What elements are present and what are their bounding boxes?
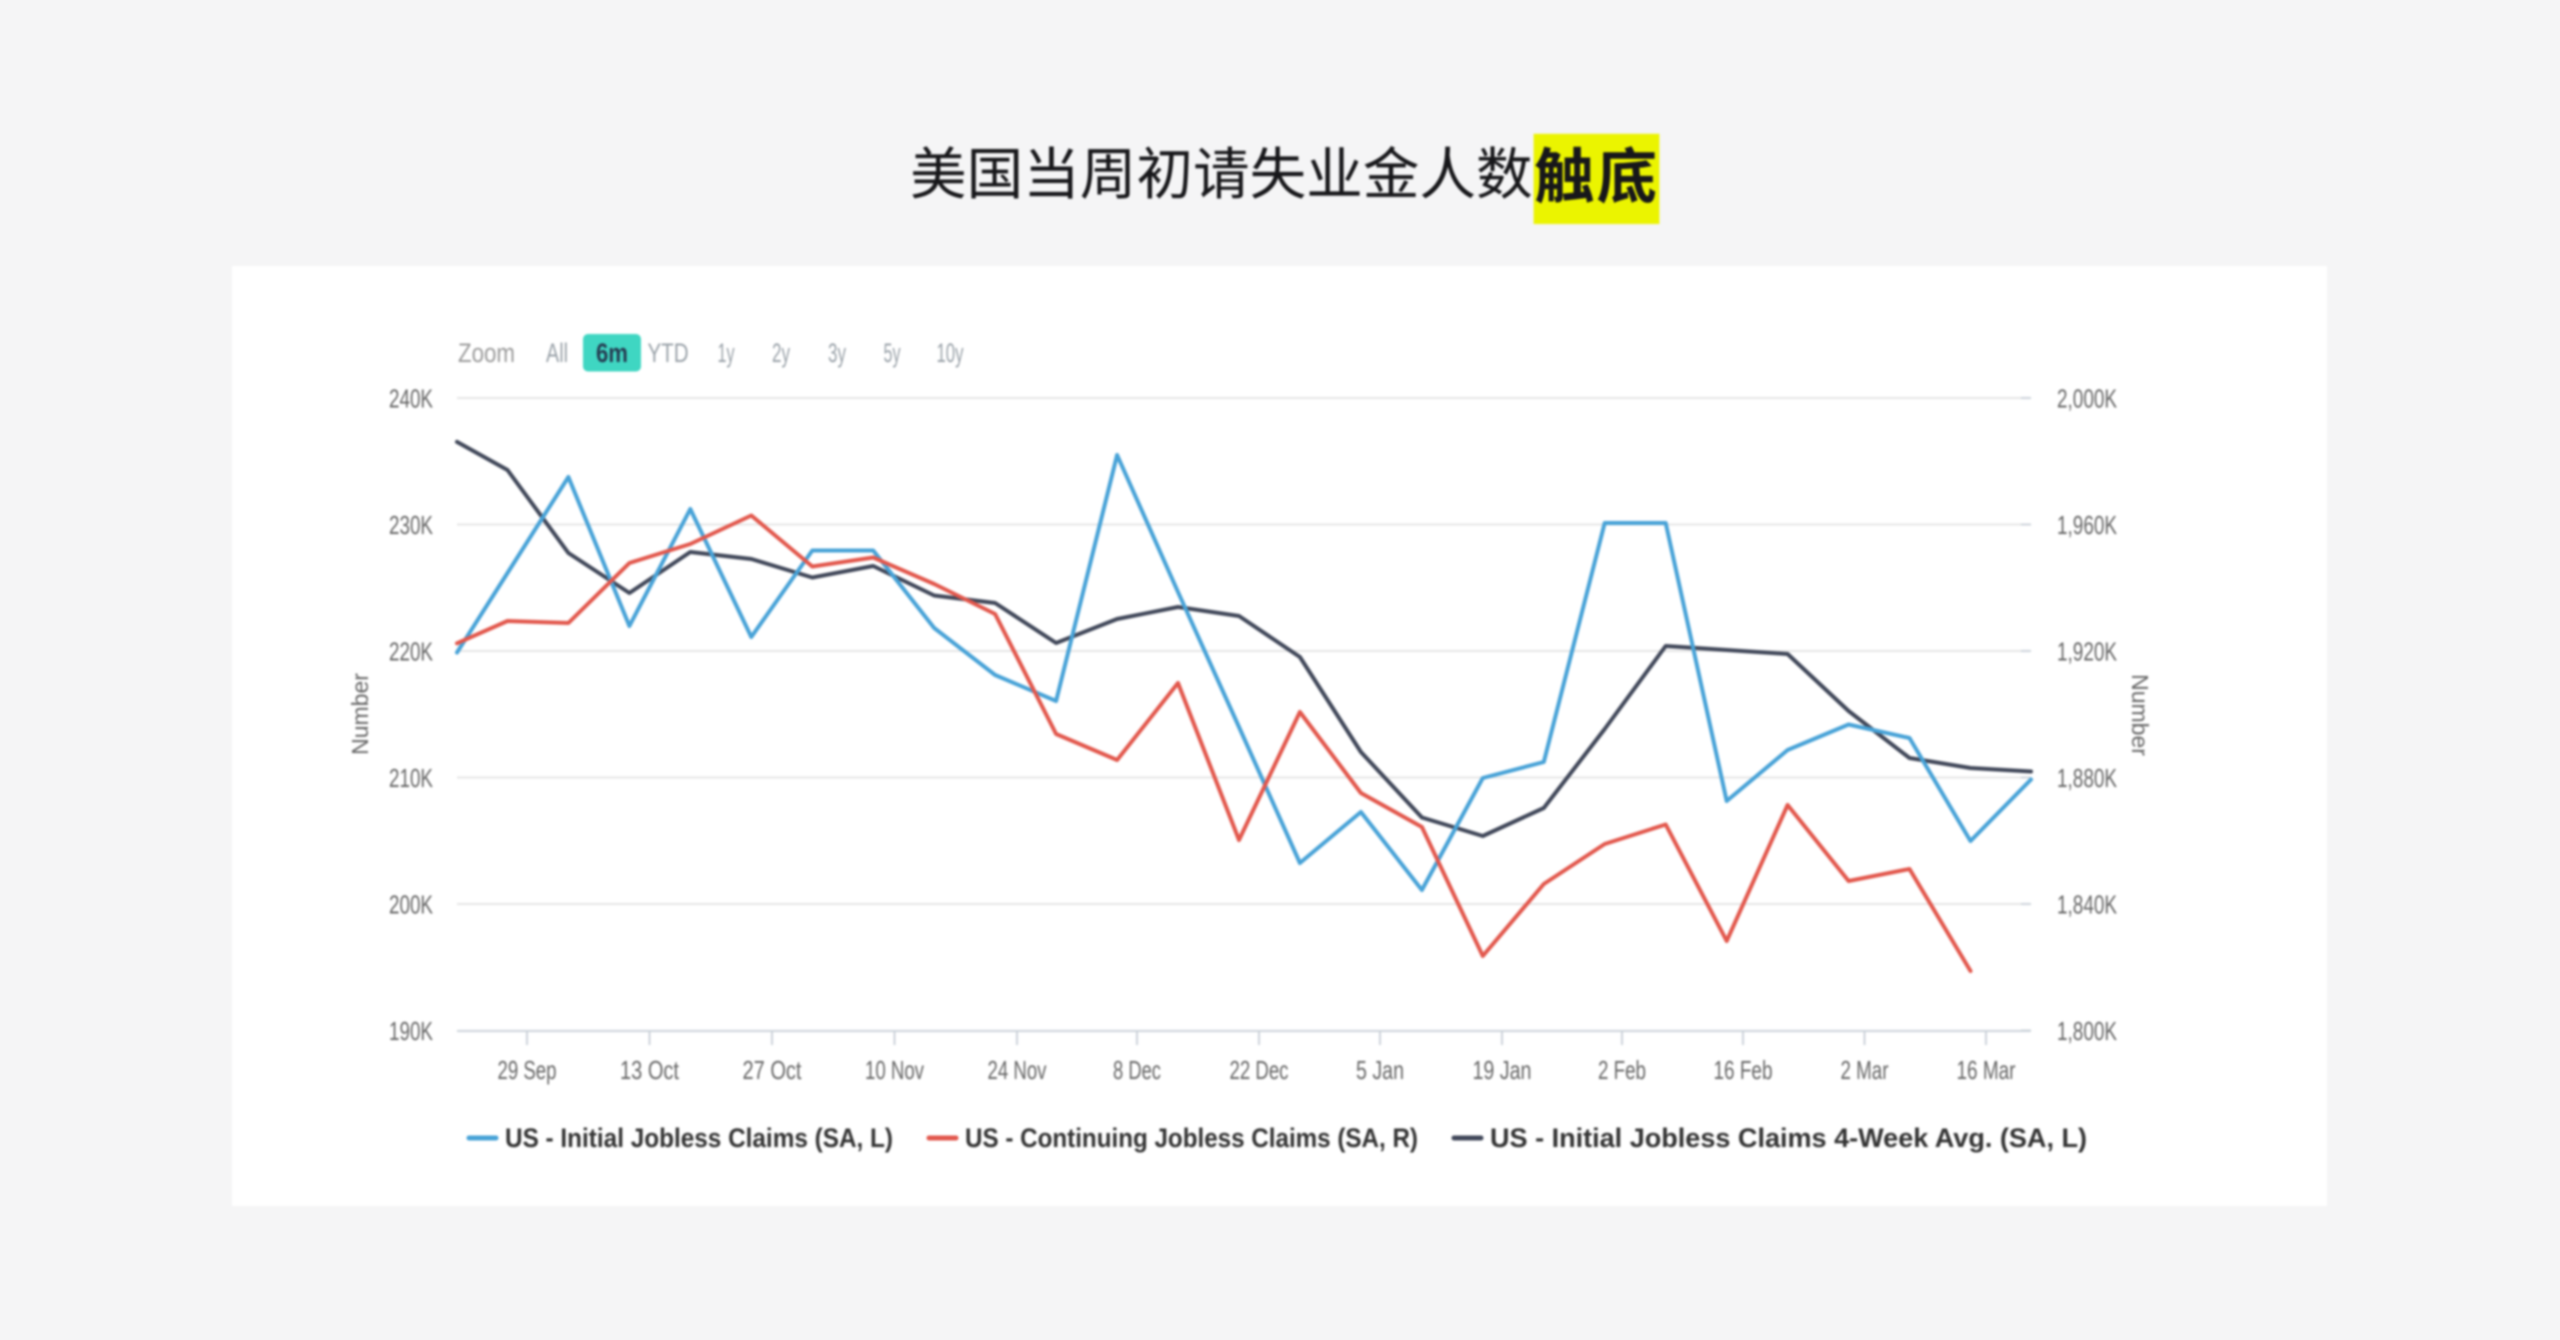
svg-text:13 Oct: 13 Oct — [620, 1055, 680, 1085]
svg-text:1,880K: 1,880K — [2057, 763, 2117, 793]
svg-text:US - Continuing Jobless Claims: US - Continuing Jobless Claims (SA, R) — [965, 1123, 1418, 1153]
svg-text:US - Initial Jobless Claims 4-: US - Initial Jobless Claims 4-Week Avg. … — [1490, 1123, 2087, 1153]
svg-text:29 Sep: 29 Sep — [498, 1055, 557, 1085]
svg-text:2y: 2y — [772, 338, 790, 368]
svg-text:1,960K: 1,960K — [2057, 510, 2117, 540]
svg-text:5y: 5y — [884, 338, 901, 368]
svg-text:6m: 6m — [596, 338, 628, 368]
svg-text:5 Jan: 5 Jan — [1356, 1055, 1404, 1085]
svg-text:230K: 230K — [389, 510, 433, 540]
svg-text:2 Mar: 2 Mar — [1841, 1055, 1889, 1085]
svg-text:27 Oct: 27 Oct — [743, 1055, 803, 1085]
svg-text:240K: 240K — [389, 384, 433, 414]
svg-text:19 Jan: 19 Jan — [1473, 1055, 1532, 1085]
svg-text:190K: 190K — [389, 1016, 433, 1046]
svg-text:YTD: YTD — [648, 338, 689, 368]
svg-text:1,800K: 1,800K — [2057, 1016, 2117, 1046]
svg-text:Zoom: Zoom — [458, 338, 515, 368]
svg-text:2 Feb: 2 Feb — [1598, 1055, 1646, 1085]
svg-text:24 Nov: 24 Nov — [988, 1055, 1047, 1085]
svg-text:US - Initial Jobless Claims (S: US - Initial Jobless Claims (SA, L) — [505, 1123, 893, 1153]
svg-text:1y: 1y — [718, 338, 735, 368]
svg-text:1,920K: 1,920K — [2057, 637, 2117, 667]
svg-text:10y: 10y — [937, 338, 964, 368]
svg-text:10 Nov: 10 Nov — [865, 1055, 924, 1085]
svg-text:22 Dec: 22 Dec — [1230, 1055, 1289, 1085]
svg-text:16 Mar: 16 Mar — [1957, 1055, 2016, 1085]
svg-text:210K: 210K — [389, 763, 433, 793]
svg-text:200K: 200K — [389, 890, 433, 920]
svg-text:220K: 220K — [389, 637, 433, 667]
svg-text:2,000K: 2,000K — [2057, 384, 2117, 414]
svg-text:8 Dec: 8 Dec — [1113, 1055, 1161, 1085]
svg-text:All: All — [546, 338, 568, 368]
svg-text:Number: Number — [2127, 674, 2153, 756]
svg-text:1,840K: 1,840K — [2057, 890, 2117, 920]
svg-text:Number: Number — [347, 673, 373, 755]
svg-text:16 Feb: 16 Feb — [1714, 1055, 1773, 1085]
svg-text:3y: 3y — [828, 338, 846, 368]
